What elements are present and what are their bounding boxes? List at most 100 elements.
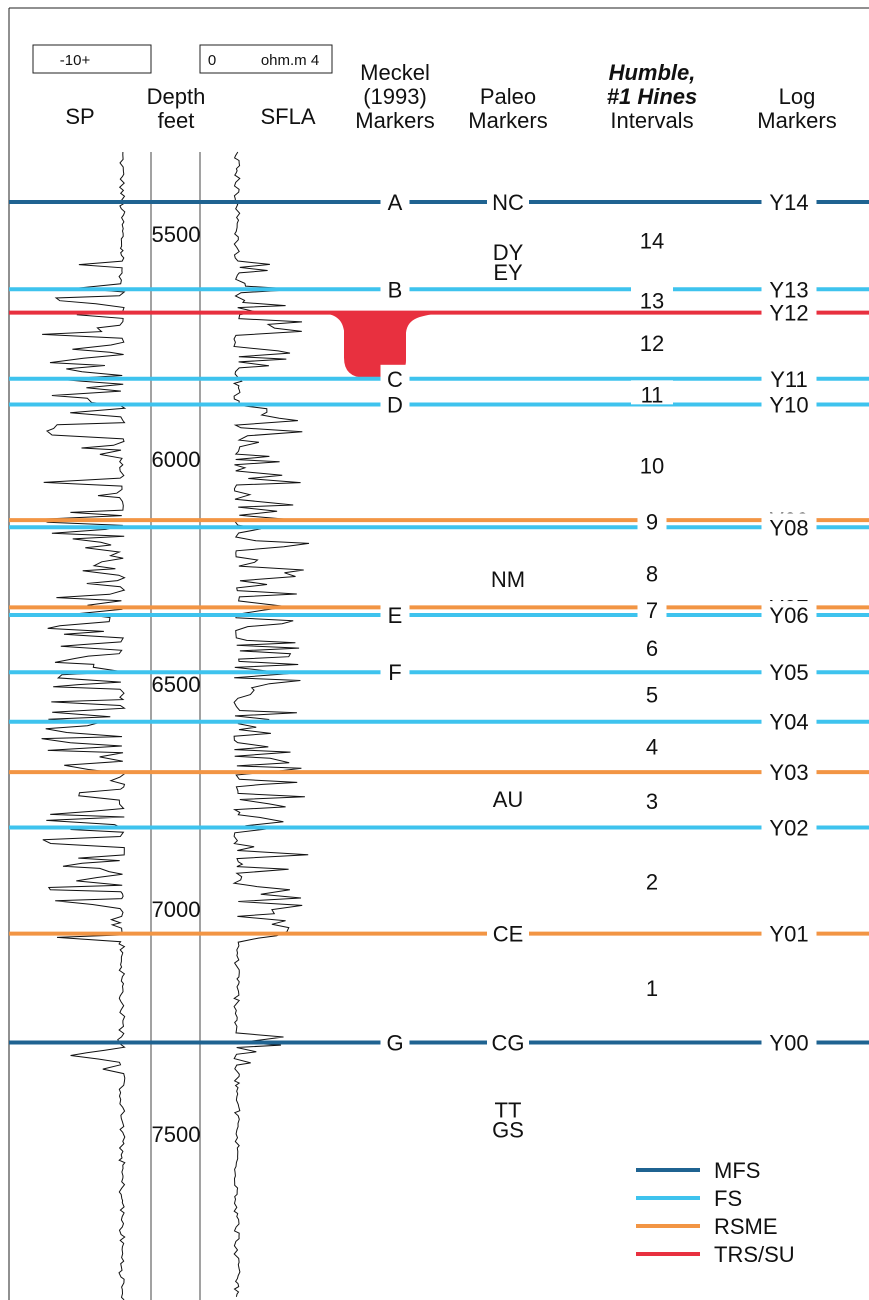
- meckel-marker-d: D: [387, 392, 403, 417]
- log-marker-y05: Y05: [769, 660, 808, 685]
- legend-label-trs-su: TRS/SU: [714, 1242, 795, 1267]
- interval-14: 14: [640, 228, 664, 253]
- log-marker-bg-y06: [761, 601, 817, 626]
- legend-label-fs: FS: [714, 1186, 742, 1211]
- log-marker-y12: Y12: [769, 301, 808, 326]
- sfla-scale-max: ohm.m 4: [261, 52, 319, 69]
- log-marker-bg-y03: [761, 758, 817, 783]
- sfla-log-curve: [232, 151, 310, 1297]
- interval-10: 10: [640, 453, 664, 478]
- depth-label-bg-6500: [158, 676, 198, 695]
- meckel-marker-bg-c: [380, 364, 410, 389]
- interval-bg-12: [631, 329, 673, 354]
- meckel-marker-g: G: [386, 1031, 403, 1056]
- log-marker-y11: Y11: [770, 367, 808, 392]
- log-marker-bg-y00: [761, 1028, 817, 1053]
- paleo-marker-ce: CE: [493, 922, 524, 947]
- depth-label-bg-6000: [158, 451, 198, 470]
- sfla-scale-min: 0: [208, 52, 216, 69]
- log-marker-y04: Y04: [769, 710, 808, 735]
- sp-scale-label: -10+: [60, 52, 91, 69]
- meckel-marker-e: E: [388, 603, 403, 628]
- legend: MFS FS RSME TRS/SU: [636, 1158, 795, 1267]
- log-marker-bg-y01: [761, 919, 817, 944]
- log-marker-y14: Y14: [769, 190, 808, 215]
- legend-label-rsme: RSME: [714, 1214, 778, 1239]
- meckel-marker-b: B: [388, 277, 403, 302]
- interval-bg-2: [637, 867, 667, 892]
- paleo-label-au: AU: [493, 787, 524, 812]
- log-marker-y00: Y00: [769, 1031, 808, 1056]
- interval-11: 11: [641, 382, 664, 407]
- meckel-marker-c: C: [387, 367, 403, 392]
- interval-9: 9: [646, 510, 658, 535]
- log-marker-bg-y11: [761, 364, 817, 389]
- meckel-marker-bg-b: [380, 275, 410, 300]
- paleo-label-ey: EY: [493, 260, 523, 285]
- log-marker-bg-y12: [761, 298, 817, 323]
- depth-ticks: 5500 6000 6500 7000 7500: [152, 222, 201, 1147]
- paleo-marker-bg-cg: [487, 1028, 529, 1053]
- interval-bg-1: [637, 973, 667, 998]
- meckel-header-line1: Meckel: [360, 60, 430, 85]
- depth-label-7000: 7000: [152, 897, 201, 922]
- interval-bg-14: [631, 226, 673, 251]
- depth-label-bg-7500: [158, 1126, 198, 1145]
- interval-4: 4: [646, 735, 658, 760]
- meckel-header-line3: Markers: [355, 108, 434, 133]
- interval-2: 2: [646, 870, 658, 895]
- meckel-marker-bg-a: [380, 187, 410, 212]
- paleo-marker-nc: NC: [492, 190, 524, 215]
- log-marker-bg-y02: [761, 813, 817, 838]
- log-marker-bg-y08: [761, 513, 817, 538]
- log-marker-bg-y04: [761, 707, 817, 732]
- interval-bg-3: [637, 787, 667, 812]
- marker-labels: ANCY14BY13Y12CY11DY10Y09Y08Y07EY06FY05Y0…: [380, 187, 817, 1142]
- interval-1: 1: [646, 976, 658, 1001]
- paleo-label-bg-ey: [484, 260, 532, 283]
- log-header-line2: Markers: [757, 108, 836, 133]
- log-marker-y10: Y10: [769, 392, 808, 417]
- humble-header-line3: Intervals: [610, 108, 693, 133]
- interval-bg-8: [637, 559, 667, 584]
- sp-log-curve: [40, 151, 127, 1300]
- paleo-label-nm: NM: [491, 567, 525, 592]
- log-marker-y02: Y02: [769, 815, 808, 840]
- paleo-marker-cg: CG: [492, 1031, 525, 1056]
- interval-bg-6: [637, 634, 667, 659]
- column-headers: SP Depth feet SFLA Meckel (1993) Markers…: [65, 60, 836, 133]
- meckel-header-line2: (1993): [363, 84, 427, 109]
- stratigraphic-surfaces: [9, 199, 869, 1045]
- paleo-marker-bg-ce: [487, 919, 529, 944]
- log-marker-bg-y14: [761, 187, 817, 212]
- interval-8: 8: [646, 561, 658, 586]
- depth-label-6000: 6000: [152, 447, 201, 472]
- log-marker-y13: Y13: [769, 277, 808, 302]
- legend-label-mfs: MFS: [714, 1158, 760, 1183]
- channel-fill-trs-su: [322, 312, 445, 378]
- paleo-header-line1: Paleo: [480, 84, 536, 109]
- log-marker-y06: Y06: [769, 603, 808, 628]
- log-marker-bg-y05: [761, 658, 817, 683]
- humble-header-line1: Humble,: [609, 60, 696, 85]
- depth-label-6500: 6500: [152, 672, 201, 697]
- interval-bg-9: [637, 507, 667, 532]
- meckel-marker-bg-e: [380, 601, 410, 626]
- interval-bg-11: [631, 380, 673, 405]
- interval-13: 13: [640, 288, 664, 313]
- sfla-scale-box: 0 ohm.m 4: [199, 44, 333, 74]
- log-marker-y03: Y03: [769, 760, 808, 785]
- depth-header-line2: feet: [158, 108, 195, 133]
- humble-header-line2: #1 Hines: [607, 84, 698, 109]
- log-marker-y08: Y08: [769, 515, 808, 540]
- meckel-marker-a: A: [388, 190, 403, 215]
- interval-12: 12: [640, 331, 664, 356]
- interval-5: 5: [646, 683, 658, 708]
- paleo-label-bg-dy: [484, 239, 532, 262]
- depth-label-bg-5500: [158, 226, 198, 245]
- interval-3: 3: [646, 789, 658, 814]
- meckel-marker-bg-g: [380, 1028, 410, 1053]
- interval-7: 7: [646, 598, 658, 623]
- paleo-header-line2: Markers: [468, 108, 547, 133]
